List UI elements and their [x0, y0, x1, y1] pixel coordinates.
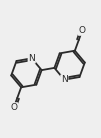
Text: N: N [61, 75, 68, 84]
Text: N: N [28, 54, 35, 63]
Text: O: O [10, 103, 17, 112]
Text: O: O [79, 26, 86, 35]
